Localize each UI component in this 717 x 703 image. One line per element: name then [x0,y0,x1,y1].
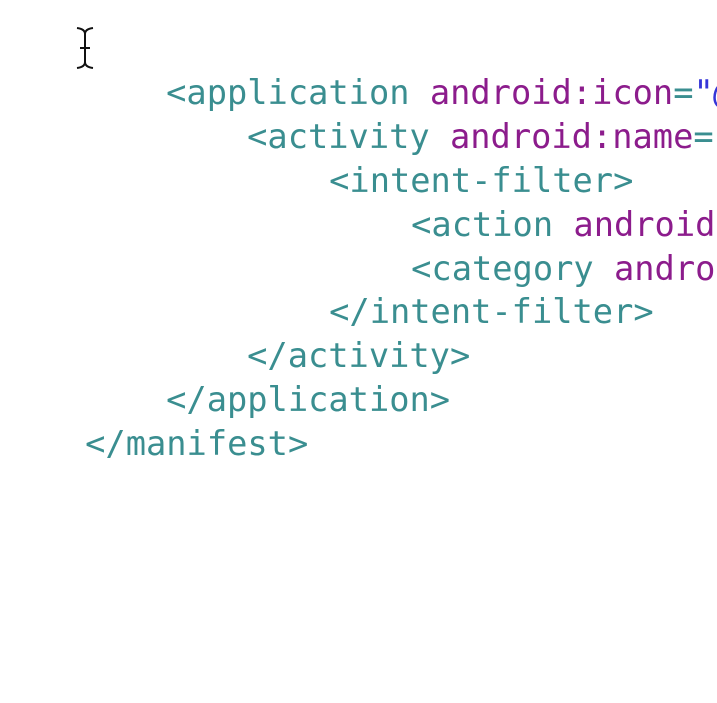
string: "@dra [693,73,717,112]
code-line: </manifest> [4,378,308,463]
equals: = [673,73,694,112]
attribute: android:nam [573,205,717,244]
tag: <action [411,205,554,244]
tag: </activity> [247,336,471,375]
tag: </manifest> [85,424,309,463]
string: ".st [714,117,717,156]
tag: <intent-filter> [329,161,634,200]
code-line: <intent-filter> [248,115,633,200]
tag: </intent-filter> [329,292,654,331]
code-line: </intent-filter> [248,246,654,331]
code-line: </activity> [166,290,470,375]
tag: <activity [247,117,430,156]
tag: <application [166,73,410,112]
code-line: </application> [85,334,450,419]
code-line: <category android:n [330,203,717,288]
text-cursor [76,27,94,69]
attribute: android:icon [429,73,674,112]
attribute: android:name [449,117,694,156]
tag: <category [411,249,594,288]
code-line: <action android:nam [330,159,717,244]
code-line: <application android:icon="@dra [85,27,717,112]
equals: = [693,117,714,156]
tag: </application> [166,380,451,419]
attribute: android:n [613,249,717,288]
